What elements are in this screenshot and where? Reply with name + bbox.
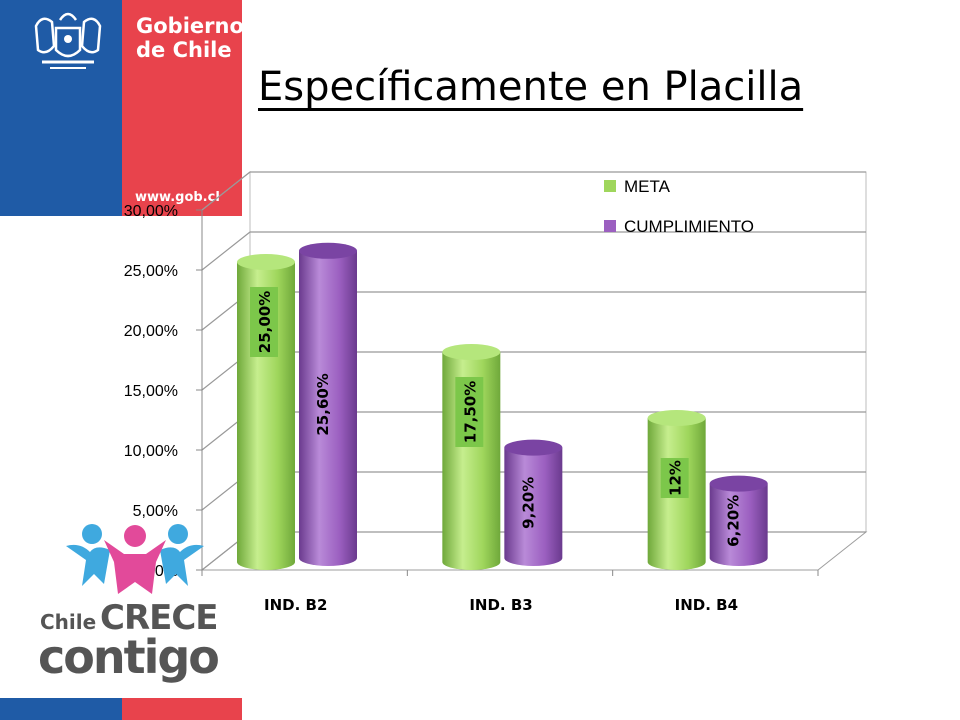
data-label-bg: [250, 287, 278, 357]
x-category-label: IND. B4: [675, 596, 738, 614]
chile-crece-contigo-logo: Chile CRECE contigo: [36, 520, 236, 690]
bar-top: [299, 242, 357, 259]
legend-label: CUMPLIMIENTO: [624, 217, 754, 236]
data-label-text: 12%: [667, 460, 685, 496]
data-label: 12%: [660, 458, 689, 498]
y-tick-label: 30,00%: [124, 203, 178, 220]
coat-of-arms-icon: [34, 12, 102, 69]
page-title: Específicamente en Placilla: [258, 64, 804, 110]
legend-swatch: [604, 180, 616, 192]
bar-top: [442, 344, 501, 360]
chart-data-labels: 25,00% 25,60% 17,50% 9,20% 12% 6,20%: [250, 287, 743, 547]
gridline: [201, 171, 866, 211]
logo-contigo-text: contigo: [38, 630, 220, 684]
gridline: [201, 231, 866, 271]
bottom-blue-band: [0, 698, 122, 720]
data-label-text: 6,20%: [725, 495, 743, 547]
x-category-label: IND. B2: [264, 596, 327, 614]
data-label: 6,20%: [725, 495, 743, 547]
bottom-banner: [0, 698, 242, 720]
y-tick-label: 10,00%: [124, 443, 178, 460]
y-tick-label: 15,00%: [124, 383, 178, 400]
government-name: Gobierno de Chile: [136, 14, 244, 62]
data-label: 25,00%: [250, 287, 278, 357]
data-label: 9,20%: [519, 477, 537, 529]
data-label-text: 17,50%: [461, 381, 479, 443]
government-url: www.gob.cl: [135, 190, 220, 205]
children-figures-icon: [66, 524, 204, 594]
y-tick-label: 5,00%: [133, 503, 178, 520]
logo-chile-text: Chile: [40, 610, 97, 634]
legend-swatch: [604, 220, 616, 232]
bottom-red-band: [122, 698, 242, 720]
bar: [709, 483, 768, 566]
banner-blue-band: [0, 0, 122, 216]
banner-red-band: [122, 0, 242, 216]
chart-legend: META CUMPLIMIENTO: [604, 177, 754, 236]
data-label: 17,50%: [455, 377, 484, 447]
data-label-text: 25,60%: [314, 373, 332, 435]
bar: [504, 447, 563, 566]
data-label: 25,60%: [314, 373, 332, 435]
government-banner: Gobierno de Chile www.gob.cl: [0, 0, 244, 216]
data-label-bg: [660, 458, 689, 498]
data-label-bg: [455, 377, 484, 447]
bar-top: [647, 410, 706, 426]
bar-top: [237, 254, 295, 270]
y-tick-label: 25,00%: [124, 263, 178, 280]
legend-label: META: [624, 177, 671, 196]
data-label-text: 9,20%: [519, 477, 537, 529]
data-label-text: 25,00%: [256, 291, 274, 353]
x-axis-categories: IND. B2 IND. B3 IND. B4: [201, 570, 819, 614]
bar-top: [709, 475, 768, 492]
chart-bars: [237, 242, 768, 570]
x-category-label: IND. B3: [469, 596, 532, 614]
bar-top: [504, 439, 563, 456]
logo-crece-text: CRECE: [100, 598, 219, 638]
y-tick-label: 20,00%: [124, 323, 178, 340]
bar: [299, 250, 357, 567]
